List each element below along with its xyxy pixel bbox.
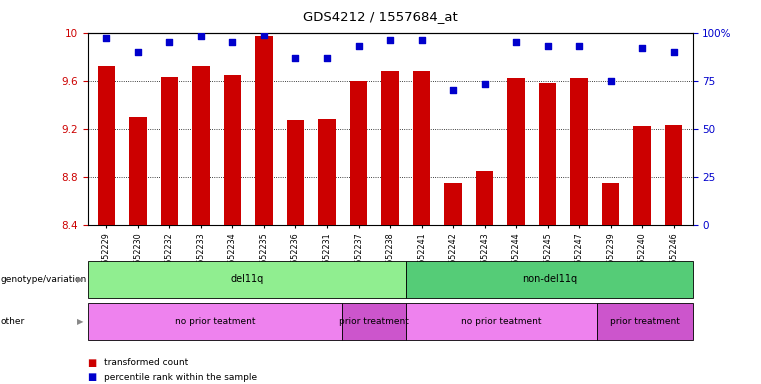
Point [226,39,238,45]
Bar [318,119,336,225]
Text: transformed count: transformed count [104,358,189,367]
Text: del11q: del11q [230,274,263,285]
Point [573,43,585,49]
Bar [665,125,683,225]
Bar [571,78,587,225]
Point [132,49,144,55]
Point [510,39,522,45]
Text: no prior teatment: no prior teatment [461,317,542,326]
Point [416,37,428,43]
Bar [539,83,556,225]
Bar [508,78,525,225]
Text: ■: ■ [88,372,97,382]
Text: ▶: ▶ [78,275,84,284]
Bar [413,71,430,225]
Point [289,55,301,61]
Point [258,31,270,38]
Point [384,37,396,43]
Text: prior treatment: prior treatment [610,317,680,326]
Point [604,78,616,84]
Bar [602,183,619,225]
Point [542,43,554,49]
Text: ■: ■ [88,358,97,368]
Bar [97,66,115,225]
Point [447,87,459,93]
Point [321,55,333,61]
Bar [129,117,147,225]
Text: genotype/variation: genotype/variation [1,275,87,284]
Bar [255,36,272,225]
Bar [633,126,651,225]
Bar [350,81,367,225]
Point [667,49,680,55]
Point [195,33,207,40]
Bar [193,66,209,225]
Text: other: other [1,317,25,326]
Point [479,81,491,88]
Point [352,43,365,49]
Text: percentile rank within the sample: percentile rank within the sample [104,372,257,382]
Bar [224,74,241,225]
Point [100,35,113,41]
Text: non-del11q: non-del11q [521,274,577,285]
Point [636,45,648,51]
Bar [161,77,178,225]
Point [164,39,176,45]
Text: GDS4212 / 1557684_at: GDS4212 / 1557684_at [303,10,458,23]
Bar [444,183,462,225]
Text: prior treatment: prior treatment [339,317,409,326]
Bar [476,170,493,225]
Text: no prior teatment: no prior teatment [174,317,255,326]
Bar [381,71,399,225]
Bar [287,120,304,225]
Text: ▶: ▶ [78,317,84,326]
